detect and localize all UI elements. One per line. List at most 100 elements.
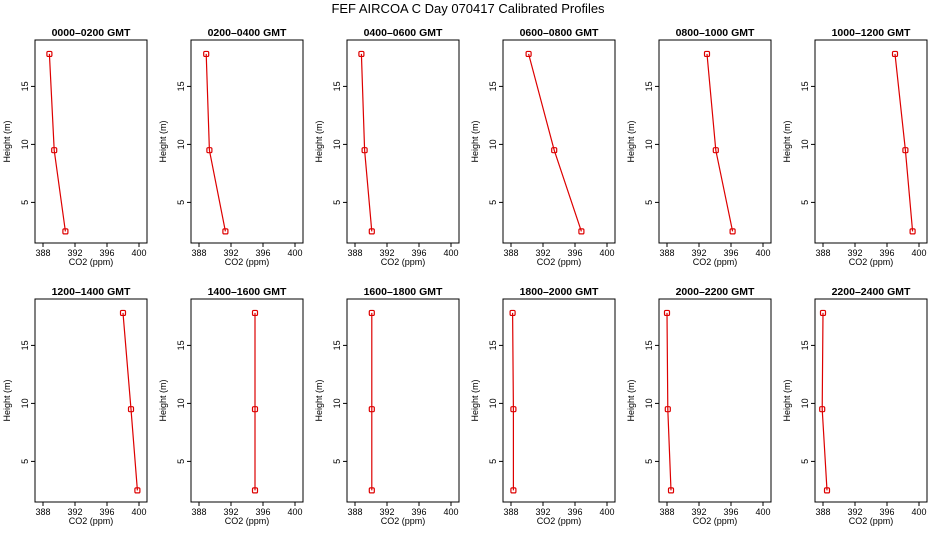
x-tick-label: 400 [131,507,146,517]
panel-title: 0000–0200 GMT [52,27,131,39]
y-axis-label: Height (m) [470,120,480,162]
y-tick-label: 10 [800,398,810,408]
panel-title: 1400–1600 GMT [208,286,287,298]
x-axis-label: CO2 (ppm) [693,257,738,267]
data-point [368,309,375,317]
panel-12: 2200–2400 GMT 388 392 396 400 5 10 15 CO2 (ppm) H… [782,286,928,526]
plot-frame [190,298,304,503]
x-tick-label: 396 [567,248,582,258]
panel-title: 0200–0400 GMT [208,27,287,39]
x-tick-label: 396 [723,248,738,258]
y-axis-label: Height (m) [314,379,324,421]
y-tick-label: 5 [800,200,810,205]
x-axis-label: CO2 (ppm) [537,257,582,267]
x-tick-label: 400 [911,507,926,517]
plot-frame [814,298,928,503]
y-tick-label: 15 [176,81,186,91]
y-tick-label: 5 [332,200,342,205]
x-tick-label: 400 [599,507,614,517]
panel-11: 2000–2200 GMT 388 392 396 400 5 10 15 CO2 (ppm) H… [626,286,772,526]
y-tick-label: 5 [644,200,654,205]
plot-frame [346,39,460,244]
x-axis-label: CO2 (ppm) [381,516,426,526]
y-tick-label: 5 [488,200,498,205]
y-tick-label: 5 [488,459,498,464]
y-axis-label: Height (m) [782,379,792,421]
data-point [222,228,229,235]
x-tick-label: 388 [815,248,830,258]
panel-3: 0400–0600 GMT 388 392 396 400 5 10 15 CO2 (ppm) H… [314,27,460,267]
x-tick-label: 388 [659,507,674,517]
plot-frame [502,298,616,503]
data-point [909,228,916,235]
panel-8: 1400–1600 GMT 388 392 396 400 5 10 15 CO2 (ppm) H… [158,286,304,526]
panel-title: 2000–2200 GMT [676,286,755,298]
panel-7: 1200–1400 GMT 388 392 396 400 5 10 15 CO2 (ppm) H… [2,286,148,526]
y-tick-label: 10 [176,398,186,408]
x-tick-label: 388 [659,248,674,258]
profile-line [205,53,226,232]
y-axis-label: Height (m) [314,120,324,162]
y-tick-label: 15 [488,81,498,91]
y-tick-label: 15 [176,340,186,350]
y-axis-label: Height (m) [470,379,480,421]
data-point [525,50,532,58]
x-axis-label: CO2 (ppm) [225,516,270,526]
x-tick-label: 400 [443,507,458,517]
data-point [134,487,141,494]
y-tick-label: 5 [176,200,186,205]
plot-frame [34,39,148,244]
y-axis-label: Height (m) [626,379,636,421]
data-point [823,487,831,494]
plot-frame [658,39,772,244]
x-tick-label: 400 [287,507,302,517]
x-tick-label: 392 [535,248,550,258]
panel-title: 1000–1200 GMT [832,27,911,39]
data-point [712,147,719,154]
panel-title: 1800–2000 GMT [520,286,599,298]
data-point [819,406,826,413]
x-tick-label: 388 [347,248,362,258]
x-tick-label: 400 [443,248,458,258]
x-tick-label: 400 [599,248,614,258]
x-tick-label: 388 [503,248,518,258]
y-axis-label: Height (m) [158,120,168,162]
data-point [203,50,210,58]
x-tick-label: 392 [67,507,82,517]
data-point [251,309,259,317]
profile-line [894,53,914,232]
x-tick-label: 388 [191,507,206,517]
data-point [46,50,53,58]
x-tick-label: 396 [567,507,582,517]
x-tick-label: 392 [379,507,394,517]
panel-10: 1800–2000 GMT 388 392 396 400 5 10 15 CO2 (ppm) H… [470,286,616,526]
data-point [729,228,736,235]
data-point [891,50,899,58]
data-point [368,406,375,413]
y-tick-label: 15 [800,340,810,350]
x-tick-label: 392 [67,248,82,258]
data-point [119,309,127,317]
plot-frame [346,298,460,503]
x-tick-label: 392 [223,507,238,517]
y-axis-label: Height (m) [158,379,168,421]
data-point [206,147,213,154]
x-tick-label: 400 [287,248,302,258]
y-tick-label: 15 [488,340,498,350]
y-tick-label: 10 [800,139,810,149]
x-tick-label: 400 [755,507,770,517]
x-tick-label: 396 [879,248,894,258]
plot-frame [814,39,928,244]
x-axis-label: CO2 (ppm) [225,257,270,267]
panel-title: 0400–0600 GMT [364,27,443,39]
y-tick-label: 5 [332,459,342,464]
x-tick-label: 388 [347,507,362,517]
x-tick-label: 396 [411,248,426,258]
x-tick-label: 400 [911,248,926,258]
panels: 0000–0200 GMT 388 392 396 400 5 10 15 CO2 (ppm) H… [2,27,928,526]
x-axis-label: CO2 (ppm) [381,257,426,267]
x-tick-label: 392 [223,248,238,258]
y-tick-label: 5 [644,459,654,464]
y-tick-label: 10 [20,398,30,408]
